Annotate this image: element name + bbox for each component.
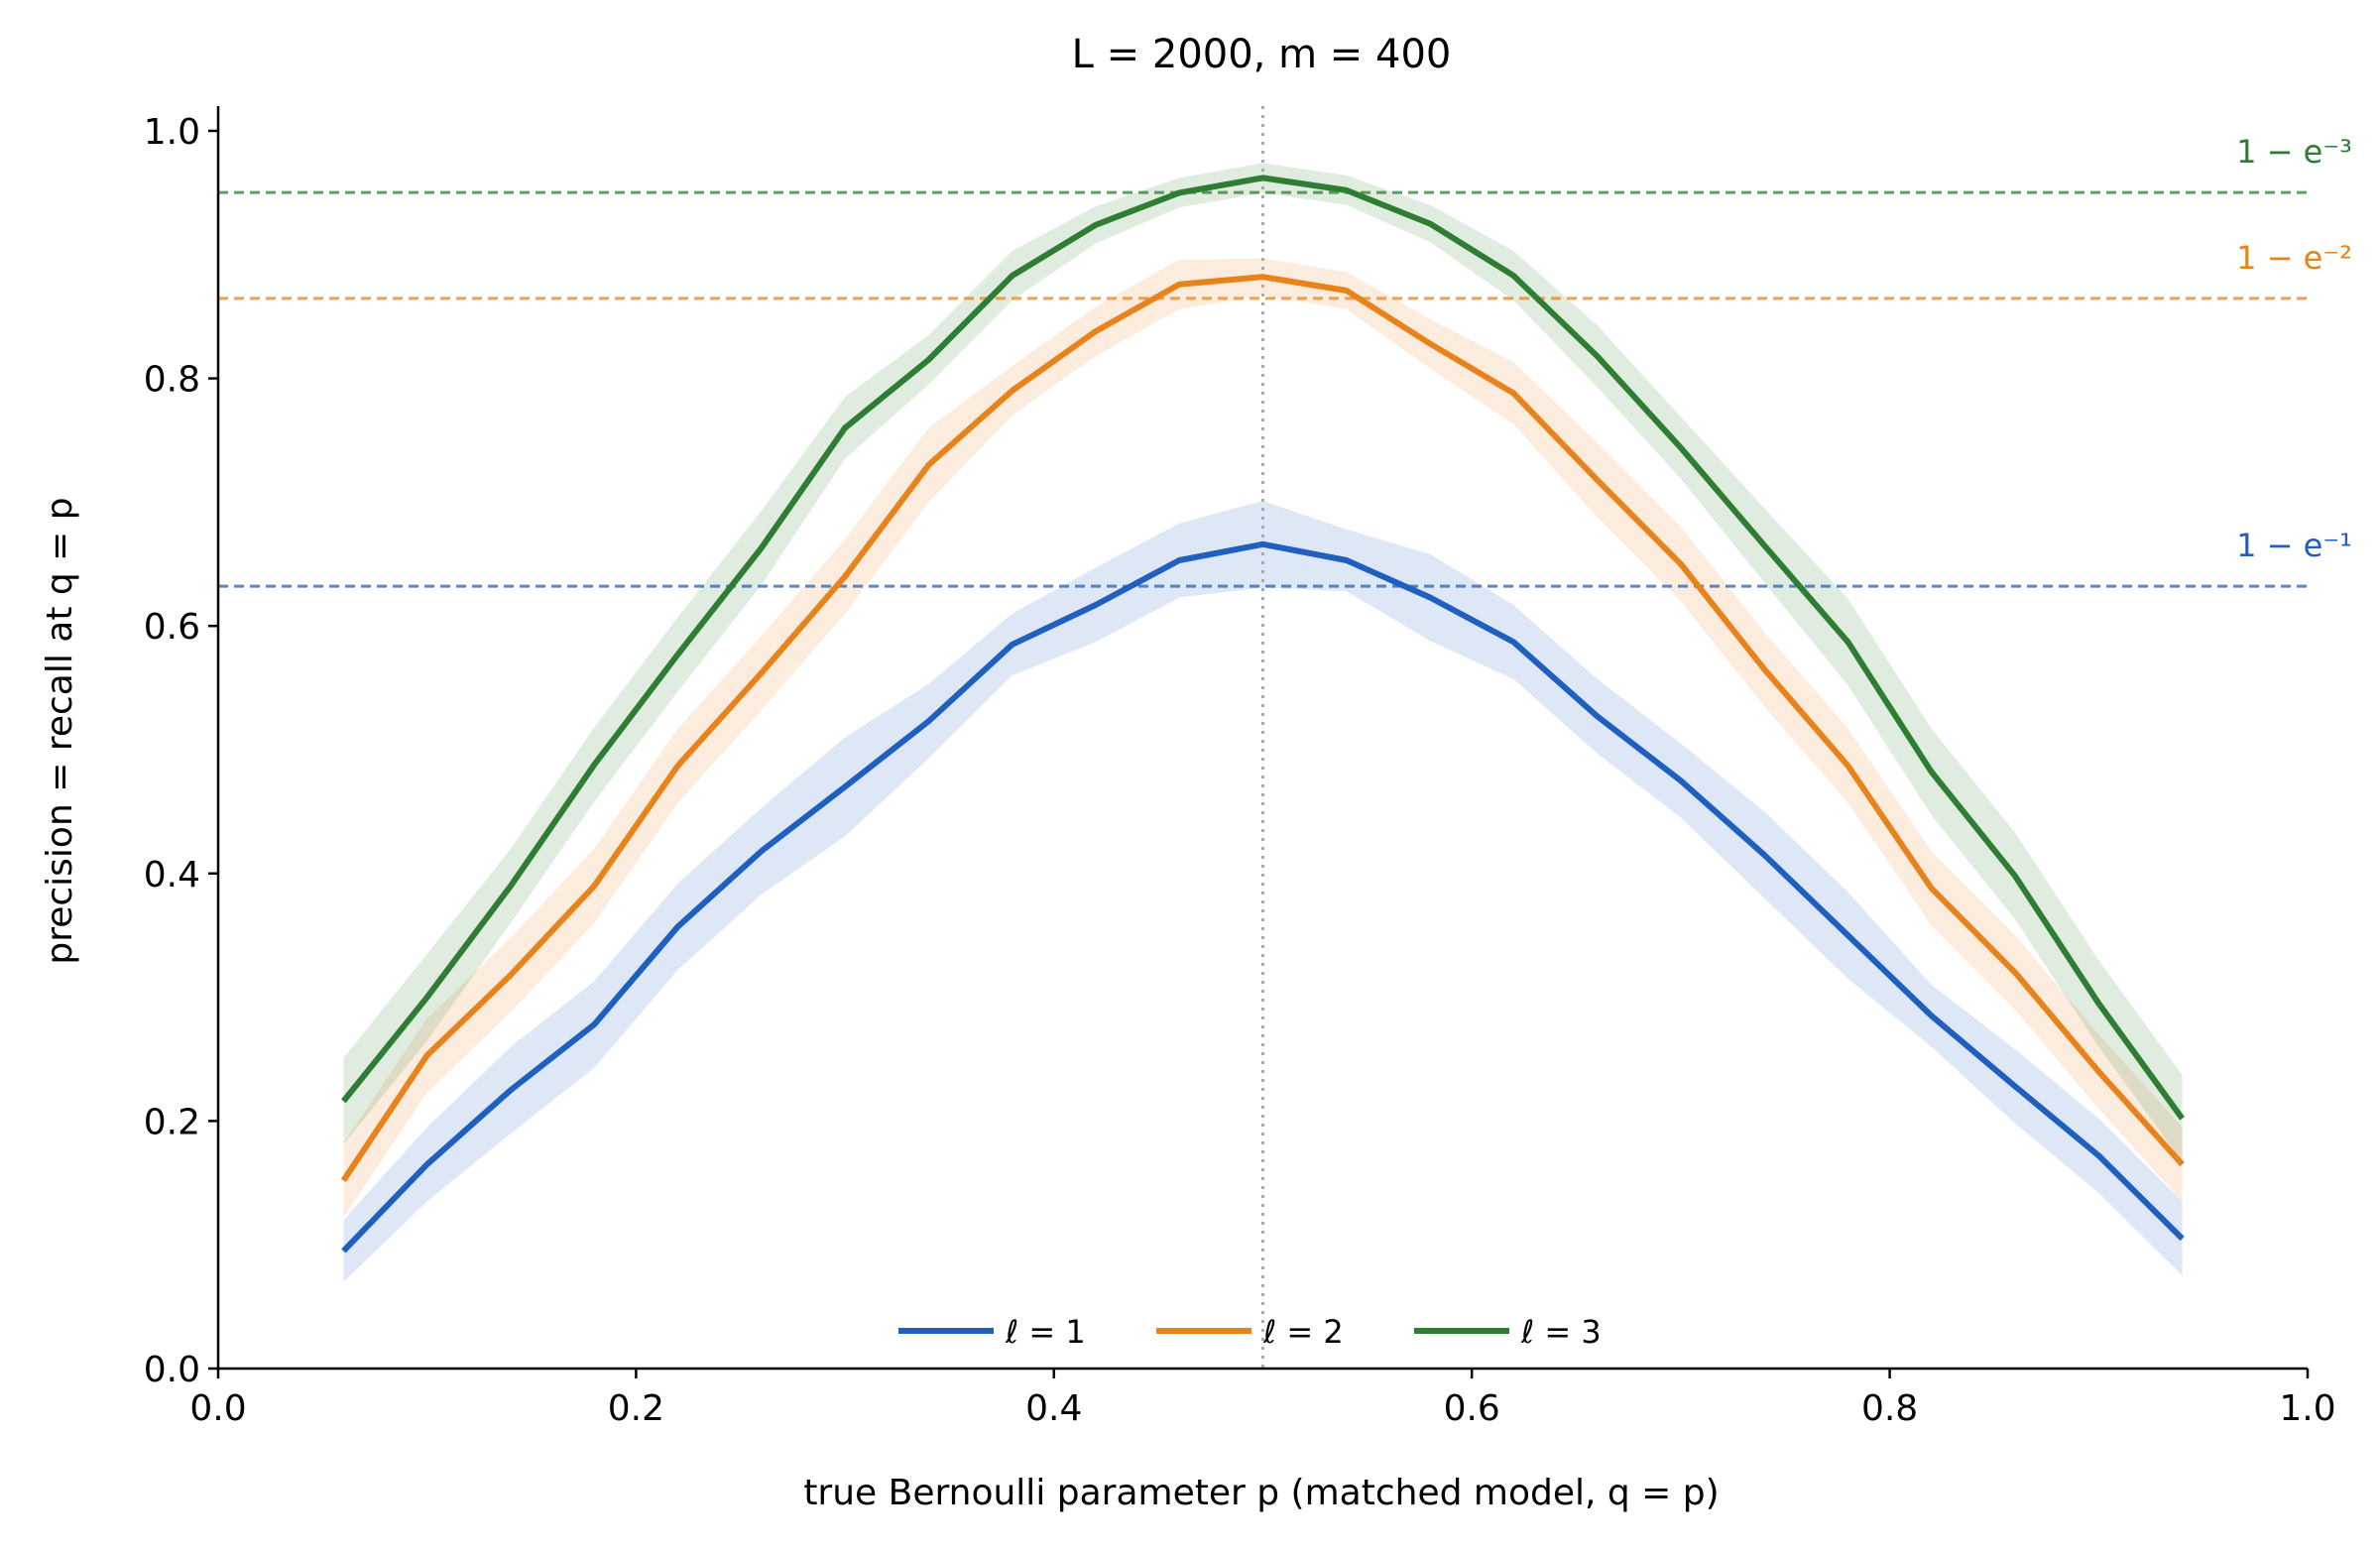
series-lines <box>340 175 2186 1254</box>
reference-label-1: 1 − e⁻³ <box>2236 133 2352 171</box>
y-tick-label: 0.8 <box>144 360 200 401</box>
reference-label-3: 1 − e⁻¹ <box>2236 527 2352 564</box>
x-tick-label: 0.8 <box>1861 1388 1918 1429</box>
y-tick-label: 1.0 <box>144 112 200 153</box>
y-tick-label: 0.6 <box>144 607 200 648</box>
x-tick-label: 0.4 <box>1025 1388 1082 1429</box>
reference-labels: 1 − e⁻³ 1 − e⁻² 1 − e⁻¹ <box>2236 133 2352 564</box>
x-axis-ticks: 0.0 0.2 0.4 0.6 0.8 1.0 <box>189 1369 2336 1429</box>
series-line-2 <box>340 274 2185 1182</box>
reference-label-2: 1 − e⁻² <box>2236 239 2352 277</box>
y-tick-label: 0.2 <box>144 1102 200 1142</box>
y-tick-label: 0.0 <box>144 1350 200 1390</box>
series-line-1 <box>341 540 2185 1254</box>
chart-title: L = 2000, m = 400 <box>1072 32 1452 77</box>
y-axis-label: precision = recall at q = p <box>40 497 80 964</box>
legend: ℓ = 1 ℓ = 2 ℓ = 3 <box>898 1313 1602 1351</box>
confidence-bands <box>343 163 2183 1282</box>
series-line-3 <box>341 175 2186 1121</box>
band-series-2 <box>343 258 2183 1218</box>
x-tick-label: 0.0 <box>189 1388 246 1429</box>
x-tick-label: 0.2 <box>608 1388 664 1429</box>
band-series-1 <box>343 501 2183 1282</box>
x-tick-label: 1.0 <box>2279 1388 2335 1429</box>
y-axis-ticks: 0.0 0.2 0.4 0.6 0.8 1.0 <box>144 112 218 1390</box>
legend-label-3: ℓ = 3 <box>1520 1313 1602 1351</box>
x-tick-label: 0.6 <box>1444 1388 1500 1429</box>
y-tick-label: 0.4 <box>144 855 200 895</box>
legend-label-2: ℓ = 2 <box>1262 1313 1344 1351</box>
legend-label-1: ℓ = 1 <box>1005 1313 1086 1351</box>
x-axis-label: true Bernoulli parameter p (matched mode… <box>803 1473 1719 1513</box>
axes <box>216 106 2308 1371</box>
